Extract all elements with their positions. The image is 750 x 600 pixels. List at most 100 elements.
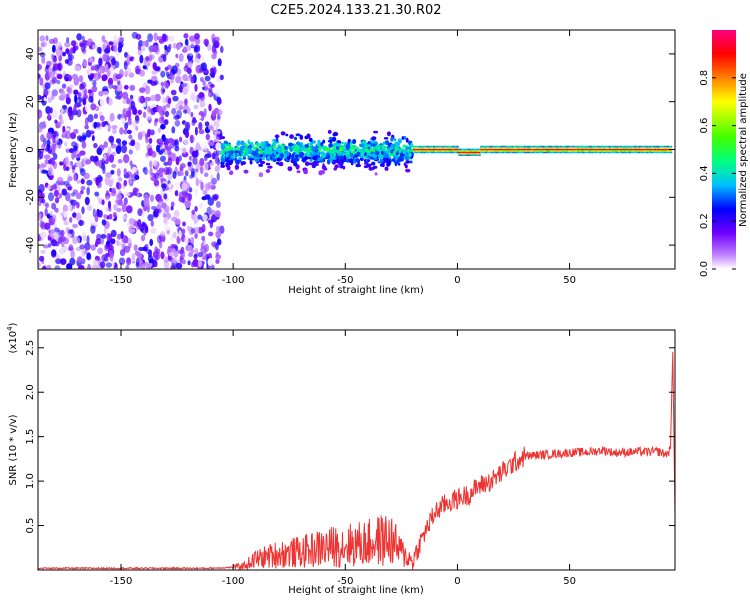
spectrogram-cell	[160, 123, 166, 130]
spectrogram-cell	[423, 151, 426, 154]
spectrogram-cell	[497, 148, 500, 151]
spectrogram-cell	[520, 148, 524, 151]
spectrogram-cell	[216, 133, 222, 141]
spectrogram-cell	[103, 153, 107, 161]
spectrogram-cell	[437, 150, 440, 152]
spectrogram-cell	[467, 154, 470, 156]
spectrogram-cell	[193, 104, 199, 110]
spectrogram-cell	[404, 155, 409, 161]
spectrogram-cell	[78, 75, 84, 83]
spectrogram-cell	[412, 147, 415, 149]
spectrogram-cell	[104, 63, 109, 73]
spectrogram-cell	[662, 147, 665, 149]
spectrogram-cell	[577, 148, 580, 151]
spectrogram-cell	[420, 151, 423, 154]
spectrogram-cell	[276, 157, 282, 162]
spectrogram-cell	[77, 91, 82, 98]
spectrogram-cell	[516, 150, 519, 152]
spectrogram-cell	[568, 147, 571, 149]
spectrogram-cell	[481, 148, 484, 151]
spectrogram-cell	[475, 151, 478, 154]
snr-x-tick-label: -100	[222, 576, 245, 587]
spectrogram-cell	[588, 151, 591, 154]
spectrogram-cell	[655, 151, 659, 154]
spectrogram-cell	[72, 223, 79, 229]
spectrogram-cell	[505, 145, 508, 148]
spectrogram-cell	[86, 252, 91, 260]
spectrogram-cell	[236, 141, 241, 146]
spectrogram-cell	[151, 70, 158, 75]
spectrogram-cell	[84, 88, 88, 96]
spectrogram-cell	[572, 151, 575, 154]
spectrogram-cell	[95, 161, 100, 167]
spectrogram-cell	[621, 147, 624, 149]
spectrogram-cell	[530, 148, 533, 151]
spectrogram-cell	[42, 265, 47, 269]
spectrogram-cell	[81, 141, 87, 149]
spectrogram-cell	[73, 89, 79, 95]
spectrogram-y-label: Frequency (Hz)	[8, 112, 19, 188]
spectrogram-cell	[566, 148, 569, 151]
spectrogram-cell	[149, 238, 154, 247]
spectrogram-cell	[68, 106, 73, 115]
spectrogram-cell	[444, 150, 447, 152]
spectrogram-cell	[129, 160, 133, 167]
spectrogram-cell	[632, 147, 635, 149]
spectrogram-cell	[80, 44, 86, 53]
spectrogram-cell	[55, 48, 61, 57]
spectrogram-cell	[147, 79, 153, 84]
spectrogram-cell	[93, 142, 98, 149]
spectrogram-cell	[117, 80, 121, 85]
spectrogram-cell	[205, 115, 212, 122]
spectrogram-cell	[458, 154, 461, 156]
spectrogram-cell	[648, 151, 651, 154]
spectrogram-cell	[604, 151, 607, 154]
spectrogram-cell	[337, 160, 342, 166]
spectrogram-cell	[287, 166, 293, 172]
spectrogram-cell	[668, 145, 671, 148]
spectrogram-cell	[78, 265, 85, 269]
spectrogram-cell	[538, 150, 541, 152]
spectrogram-cell	[524, 148, 527, 151]
spectrogram-cell	[152, 159, 158, 167]
spectrogram-cell	[64, 141, 68, 147]
spectrogram-cell	[160, 251, 165, 260]
spectrogram-cell	[660, 151, 663, 154]
spectrogram-cell	[143, 166, 148, 176]
spectrogram-cell	[492, 151, 495, 154]
spectrogram-cell	[296, 170, 301, 174]
spectrogram-cell	[627, 151, 630, 154]
spectrogram-cell	[652, 145, 655, 148]
spectrogram-cell	[51, 250, 57, 256]
spectrogram-cell	[342, 165, 346, 170]
spectrogram-cell	[102, 90, 109, 96]
spectrogram-cell	[484, 151, 487, 154]
spectrogram-cell	[47, 113, 51, 120]
spectrogram-cell	[668, 150, 671, 152]
spectrogram-cell	[178, 230, 182, 239]
spectrogram-cell	[170, 247, 176, 253]
spectrogram-cell	[553, 148, 557, 151]
spectrogram-cell	[623, 150, 626, 152]
spectrogram-cell	[659, 151, 662, 154]
spectrogram-cell	[602, 150, 605, 152]
spectrogram-cell	[89, 76, 93, 82]
spectrogram-cell	[530, 145, 533, 148]
snr-x-tick-label: 50	[563, 576, 576, 587]
spectrogram-cell	[105, 262, 112, 268]
spectrogram-cell	[514, 147, 517, 149]
spectrogram-cell	[555, 151, 558, 154]
spectrogram-cell	[138, 246, 144, 252]
spectrogram-cell	[371, 136, 377, 141]
spectrogram-cell	[643, 148, 646, 151]
spectrogram-cell	[596, 150, 599, 152]
spectrogram-cell	[597, 151, 600, 154]
spectrogram-cell	[126, 110, 132, 118]
spectrogram-cell	[363, 165, 369, 169]
spectrogram-cell	[38, 234, 42, 242]
spectrogram-cell	[181, 228, 186, 235]
spectrogram-cell	[149, 160, 153, 169]
spectrogram-cell	[651, 148, 654, 151]
spectrogram-cell	[461, 148, 464, 151]
spectrogram-cell	[204, 172, 209, 177]
